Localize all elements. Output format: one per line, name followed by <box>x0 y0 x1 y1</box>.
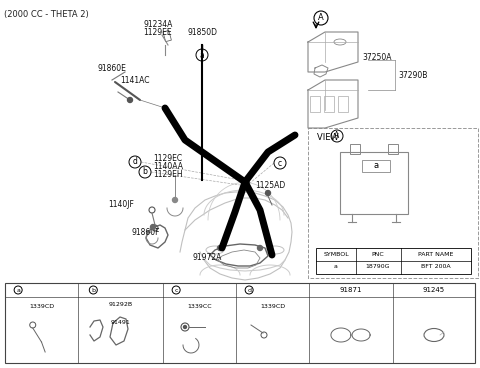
Bar <box>163 31 171 42</box>
Circle shape <box>183 326 187 329</box>
Bar <box>324 96 334 112</box>
Text: 91245: 91245 <box>423 287 445 293</box>
Text: 1141AC: 1141AC <box>120 76 149 85</box>
Bar <box>316 248 471 274</box>
Text: b: b <box>143 167 147 177</box>
Text: 1129EE: 1129EE <box>143 28 172 37</box>
Text: c: c <box>174 287 178 293</box>
Text: A: A <box>335 131 340 141</box>
Bar <box>350 144 360 154</box>
Text: 91871: 91871 <box>340 287 362 293</box>
Text: 1140JF: 1140JF <box>108 200 134 209</box>
Bar <box>310 96 320 112</box>
Bar <box>5 283 475 363</box>
Text: BFT 200A: BFT 200A <box>421 265 451 269</box>
Text: 91850D: 91850D <box>187 28 217 37</box>
Bar <box>340 152 408 214</box>
Text: (2000 CC - THETA 2): (2000 CC - THETA 2) <box>4 10 89 19</box>
Text: 91292B: 91292B <box>108 302 132 307</box>
Bar <box>362 160 390 172</box>
Text: SYMBOL: SYMBOL <box>323 251 349 256</box>
Circle shape <box>172 198 178 202</box>
Text: a: a <box>16 287 20 293</box>
Text: 91860E: 91860E <box>97 64 126 73</box>
Text: a: a <box>373 162 379 170</box>
Text: a: a <box>200 50 204 60</box>
Text: 1129EH: 1129EH <box>153 170 182 179</box>
Text: d: d <box>247 287 251 293</box>
Text: c: c <box>278 159 282 167</box>
Text: 37290B: 37290B <box>398 71 427 81</box>
Text: PART NAME: PART NAME <box>418 251 454 256</box>
Text: 91972A: 91972A <box>192 253 222 262</box>
Text: 1125AD: 1125AD <box>255 181 285 190</box>
Text: 1339CC: 1339CC <box>187 304 212 309</box>
Text: 1140AA: 1140AA <box>153 162 183 171</box>
Text: PNC: PNC <box>372 251 384 256</box>
Circle shape <box>257 245 263 251</box>
Bar <box>388 144 398 154</box>
Text: 91860F: 91860F <box>132 228 160 237</box>
Text: 91234A: 91234A <box>143 20 172 29</box>
Text: A: A <box>318 14 324 22</box>
Text: d: d <box>132 158 137 166</box>
Circle shape <box>217 245 223 251</box>
Circle shape <box>151 224 156 230</box>
Text: 1339CD: 1339CD <box>260 304 285 309</box>
Circle shape <box>128 98 132 103</box>
Text: 1339CD: 1339CD <box>29 304 54 309</box>
Bar <box>308 128 478 278</box>
Text: 18790G: 18790G <box>366 265 390 269</box>
Text: VIEW: VIEW <box>317 133 344 142</box>
Text: b: b <box>91 287 96 293</box>
Circle shape <box>265 191 271 195</box>
Text: 37250A: 37250A <box>362 53 392 63</box>
Text: 1129EC: 1129EC <box>153 154 182 163</box>
Text: a: a <box>334 265 338 269</box>
Bar <box>338 96 348 112</box>
Text: 91491: 91491 <box>110 319 131 325</box>
